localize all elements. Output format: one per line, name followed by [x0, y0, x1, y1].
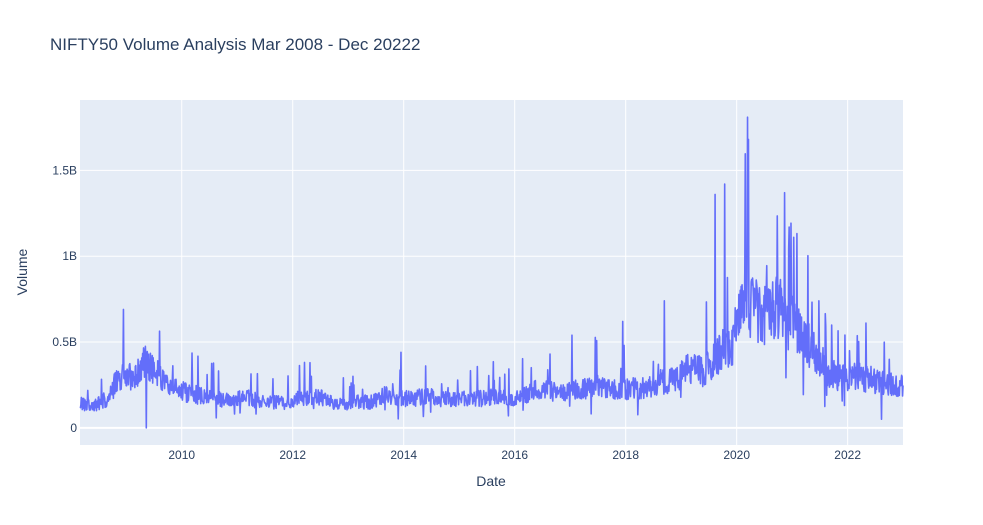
y-tick-labels: 0 0.5B 1B 1.5B [52, 163, 77, 434]
x-tick-label: 2022 [834, 448, 861, 462]
x-tick-label: 2012 [279, 448, 306, 462]
y-tick-label: 0.5B [52, 335, 77, 349]
x-tick-label: 2018 [612, 448, 639, 462]
x-tick-label: 2016 [501, 448, 528, 462]
volume-series [79, 116, 904, 429]
x-tick-label: 2010 [168, 448, 195, 462]
x-axis-title: Date [476, 473, 506, 489]
y-axis-title: Volume [14, 248, 30, 295]
x-tick-label: 2014 [390, 448, 417, 462]
y-tick-label: 1B [62, 249, 77, 263]
x-tick-label: 2020 [723, 448, 750, 462]
x-tick-labels: 2010 2012 2014 2016 2018 2020 2022 [168, 448, 861, 462]
y-tick-label: 1.5B [52, 163, 77, 177]
y-tick-label: 0 [70, 421, 77, 435]
chart-title: NIFTY50 Volume Analysis Mar 2008 - Dec 2… [50, 35, 420, 54]
volume-line [79, 116, 904, 429]
